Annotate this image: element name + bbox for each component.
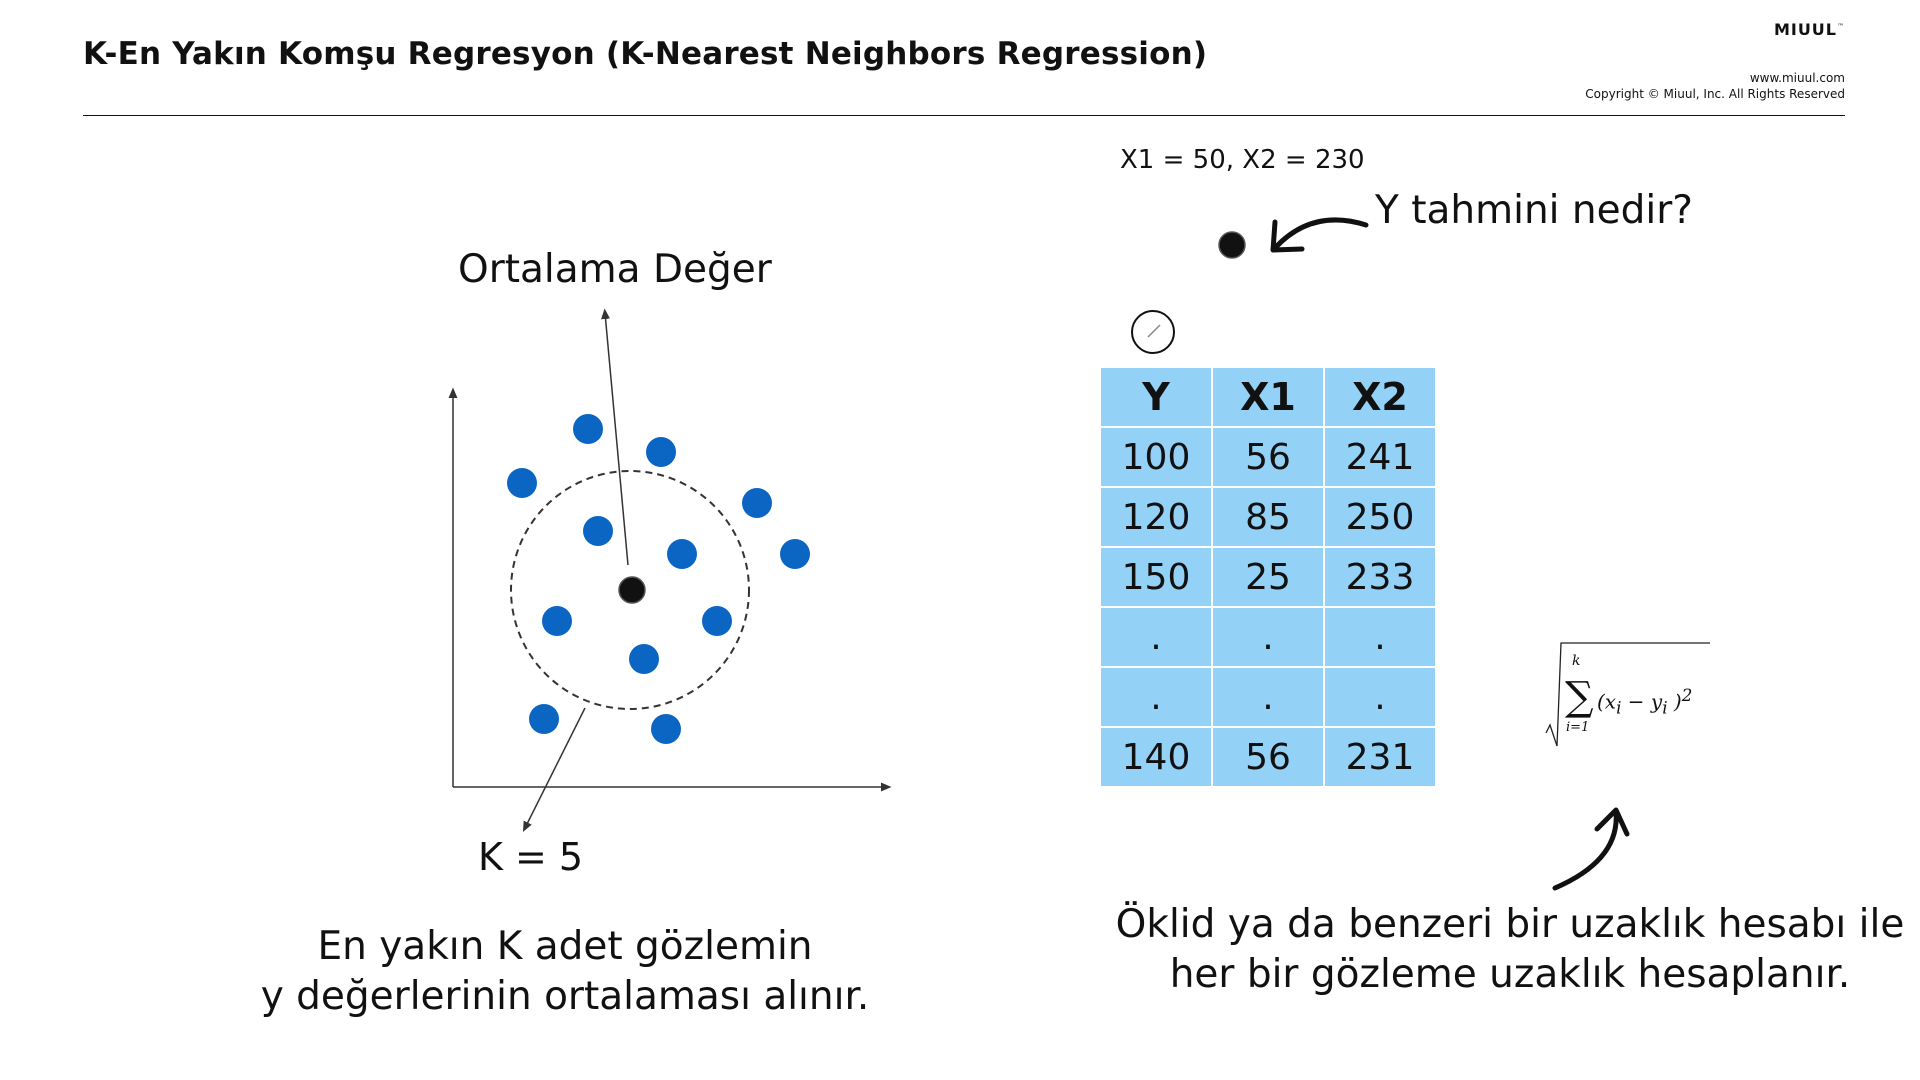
k-value-label: K = 5 — [478, 835, 584, 879]
sum-upper-limit: k — [1572, 653, 1581, 669]
table-cell: 56 — [1211, 426, 1325, 488]
sigma-symbol: ∑ — [1565, 674, 1594, 720]
table-cell: 100 — [1099, 426, 1213, 488]
data-point — [583, 516, 613, 546]
table-cell: 140 — [1099, 726, 1213, 788]
column-header: X2 — [1323, 366, 1437, 428]
pencil-circle-icon — [1131, 310, 1175, 354]
data-point — [702, 606, 732, 636]
table-cell: . — [1211, 666, 1325, 728]
prediction-question: Y tahmini nedir? — [1375, 188, 1693, 233]
formula-sub-x: i — [1616, 698, 1622, 718]
right-caption: Öklid ya da benzeri bir uzaklık hesabı i… — [1090, 900, 1920, 1000]
right-caption-line: Öklid ya da benzeri bir uzaklık hesabı i… — [1115, 902, 1905, 947]
formula-x-term: (x — [1597, 689, 1617, 714]
data-point — [507, 468, 537, 498]
brand-url: www.miuul.com — [1749, 71, 1845, 85]
sum-lower-limit: i=1 — [1566, 720, 1590, 735]
table-cell: . — [1323, 606, 1437, 668]
column-header: X1 — [1211, 366, 1325, 428]
brand-name: MIUUL — [1773, 20, 1837, 39]
table-cell: 120 — [1099, 486, 1213, 548]
table-cell: 233 — [1323, 546, 1437, 608]
copyright-notice: Copyright © Miuul, Inc. All Rights Reser… — [1585, 87, 1845, 101]
table-row: 150 25 233 — [1099, 546, 1437, 608]
scatter-points — [507, 414, 810, 744]
table-cell: 85 — [1211, 486, 1325, 548]
formula-sub-y: i — [1662, 698, 1668, 718]
formula-close: ) — [1667, 689, 1682, 714]
column-header: Y — [1099, 366, 1213, 428]
brand-logo: MIUUL™ — [1774, 20, 1845, 39]
k-pointer-line — [522, 707, 586, 833]
table-cell: 250 — [1323, 486, 1437, 548]
new-observation-point — [1218, 231, 1246, 259]
table-row: . . . — [1099, 666, 1437, 728]
slide-title: K-En Yakın Komşu Regresyon (K-Nearest Ne… — [83, 36, 1208, 72]
table-cell: . — [1323, 666, 1437, 728]
table-cell: 56 — [1211, 726, 1325, 788]
data-point — [646, 437, 676, 467]
table-row: 100 56 241 — [1099, 426, 1437, 488]
euclidean-distance-formula: k ∑ i=1 (xi − yi )2 — [1545, 640, 1720, 750]
brand-tm: ™ — [1837, 22, 1845, 31]
formula-y-term: − y — [1621, 689, 1663, 714]
new-observation-coordinates: X1 = 50, X2 = 230 — [1120, 145, 1365, 175]
data-point — [542, 606, 572, 636]
right-caption-line: her bir gözleme uzaklık hesaplanır. — [1169, 952, 1851, 997]
query-point — [618, 576, 646, 604]
data-point — [667, 539, 697, 569]
data-point — [780, 539, 810, 569]
table-cell: 150 — [1099, 546, 1213, 608]
data-point — [742, 488, 772, 518]
table-cell: 231 — [1323, 726, 1437, 788]
table-cell: . — [1099, 606, 1213, 668]
table-cell: 25 — [1211, 546, 1325, 608]
table-cell: . — [1211, 606, 1325, 668]
formula-radical — [1545, 642, 1710, 747]
average-value-label: Ortalama Değer — [458, 247, 772, 292]
table-row: . . . — [1099, 606, 1437, 668]
table-cell: 241 — [1323, 426, 1437, 488]
left-caption: En yakın K adet gözlemin y değerlerinin … — [230, 922, 900, 1022]
data-point — [651, 714, 681, 744]
left-caption-line: y değerlerinin ortalaması alınır. — [260, 974, 870, 1019]
data-point — [573, 414, 603, 444]
table-row: 120 85 250 — [1099, 486, 1437, 548]
table-row: 140 56 231 — [1099, 726, 1437, 788]
k-neighborhood-circle — [510, 470, 750, 710]
formula-body: (xi − yi )2 — [1597, 686, 1692, 718]
data-point — [629, 644, 659, 674]
average-pointer-line — [601, 308, 629, 566]
table-header-row: Y X1 X2 — [1099, 366, 1437, 428]
table-cell: . — [1099, 666, 1213, 728]
observations-table: Y X1 X2 100 56 241 120 85 250 150 25 233… — [1099, 366, 1437, 788]
formula-power: 2 — [1681, 686, 1693, 705]
formula-arrow — [1552, 807, 1630, 891]
question-arrow — [1270, 217, 1369, 253]
scatter-axes — [448, 387, 892, 792]
data-point — [529, 704, 559, 734]
title-divider — [83, 115, 1845, 116]
left-caption-line: En yakın K adet gözlemin — [317, 924, 813, 969]
